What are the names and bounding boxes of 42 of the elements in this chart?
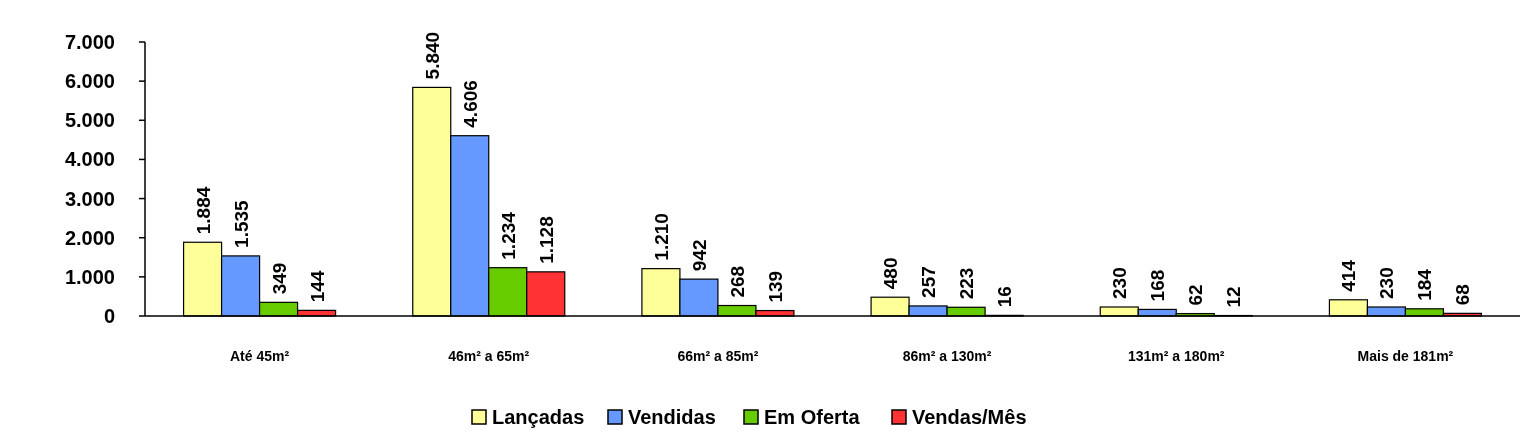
data-label: 257	[918, 266, 940, 298]
data-label: 16	[994, 286, 1016, 308]
x-tick-label: Até 45m²	[230, 348, 290, 364]
data-label: 168	[1147, 269, 1169, 302]
data-label: 144	[306, 270, 328, 303]
y-tick-label: 3.000	[64, 187, 115, 210]
data-label: 139	[764, 270, 786, 303]
x-tick-label: 66m² a 85m²	[677, 348, 759, 364]
x-tick-label: 86m² a 130m²	[902, 348, 992, 364]
y-tick-label: 5.000	[64, 109, 115, 132]
y-tick-label: 4.000	[64, 148, 115, 171]
data-label: 414	[1338, 259, 1360, 292]
data-label: 68	[1452, 284, 1474, 306]
data-label: 1.128	[535, 216, 557, 264]
y-tick-label: 6.000	[64, 70, 115, 93]
data-label: 5.840	[421, 31, 443, 80]
x-tick-label: 131m² a 180m²	[1127, 348, 1225, 364]
data-label: 268	[726, 265, 748, 298]
legend-label: Lançadas	[492, 406, 585, 428]
data-label: 1.210	[650, 213, 672, 261]
legend-label: Em Oferta	[764, 406, 861, 428]
data-label: 1.234	[497, 211, 519, 260]
data-label: 184	[1414, 268, 1436, 301]
data-label: 4.606	[459, 80, 481, 128]
data-label: 1.884	[192, 186, 214, 235]
y-tick-label: 2.000	[64, 226, 115, 249]
data-label: 12	[1223, 286, 1245, 308]
x-tick-label: Mais de 181m²	[1357, 348, 1454, 364]
data-label: 942	[688, 239, 710, 272]
data-label: 62	[1185, 284, 1207, 306]
data-label: 480	[880, 257, 902, 290]
data-label: 1.535	[230, 199, 252, 248]
x-tick-label: 46m² a 65m²	[448, 348, 530, 364]
y-tick-label: 0	[103, 305, 115, 327]
y-tick-label: 7.000	[64, 31, 115, 53]
data-label: 230	[1109, 267, 1131, 299]
data-label: 230	[1376, 267, 1398, 299]
data-label: 223	[956, 267, 978, 300]
data-label: 349	[268, 262, 290, 295]
legend-label: Vendidas	[628, 406, 716, 428]
legend-label: Vendas/Mês	[912, 406, 1027, 428]
y-tick-label: 1.000	[64, 265, 115, 288]
